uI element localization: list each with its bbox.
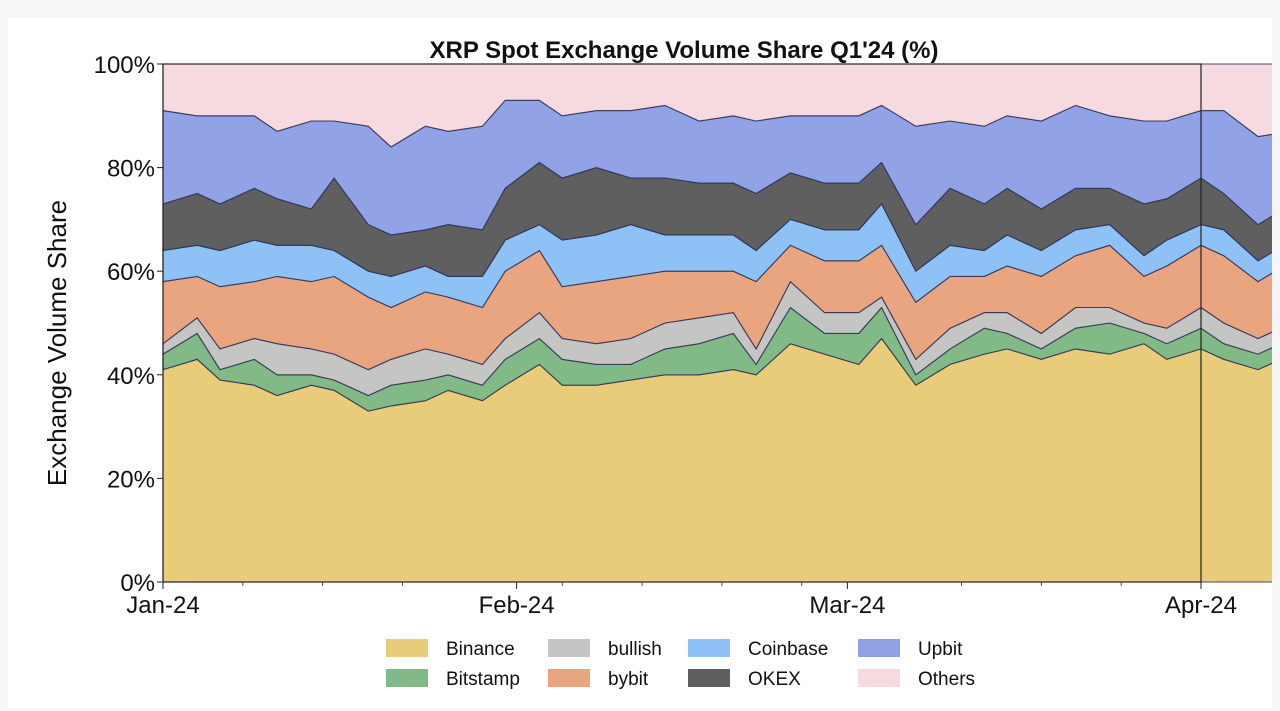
x-axis: Jan-24 Feb-24 Mar-24 Apr-24 <box>126 582 1237 619</box>
legend-label-others: Others <box>918 669 975 690</box>
y-tick-label: 20% <box>107 466 155 493</box>
legend: Binance Bitstamp bullish bybit Coinbase OKEX U… <box>386 639 975 690</box>
y-axis-label: Exchange Volume Share <box>42 200 72 486</box>
legend-swatch-binance <box>386 639 428 657</box>
x-tick-label: Feb-24 <box>479 592 555 619</box>
legend-swatch-coinbase <box>688 639 730 657</box>
x-tick-label: Mar-24 <box>809 592 885 619</box>
chart-card: XRP Spot Exchange Volume Share Q1'24 (%)… <box>8 18 1272 708</box>
chart-title: XRP Spot Exchange Volume Share Q1'24 (%) <box>430 37 939 64</box>
plot-frame <box>162 63 1202 583</box>
y-tick-label: 60% <box>107 259 155 286</box>
legend-swatch-others <box>858 669 900 687</box>
legend-swatch-bullish <box>548 639 590 657</box>
legend-label-bybit: bybit <box>608 669 649 690</box>
legend-swatch-okex <box>688 669 730 687</box>
legend-swatch-upbit <box>858 639 900 657</box>
area-chart: XRP Spot Exchange Volume Share Q1'24 (%)… <box>42 37 1272 690</box>
legend-label-okex: OKEX <box>748 669 801 690</box>
x-tick-label: Apr-24 <box>1165 592 1237 619</box>
y-tick-label: 80% <box>107 156 155 183</box>
legend-swatch-bybit <box>548 669 590 687</box>
legend-label-bullish: bullish <box>608 639 662 660</box>
y-tick-label: 100% <box>94 52 155 79</box>
legend-swatch-bitstamp <box>386 669 428 687</box>
area-series-group <box>162 63 1272 583</box>
legend-label-coinbase: Coinbase <box>748 639 828 660</box>
legend-label-upbit: Upbit <box>918 639 963 660</box>
legend-label-binance: Binance <box>446 639 515 660</box>
y-tick-label: 40% <box>107 363 155 390</box>
legend-label-bitstamp: Bitstamp <box>446 669 520 690</box>
y-tick-label: 0% <box>120 570 155 597</box>
x-tick-label: Jan-24 <box>126 592 199 619</box>
y-axis: 0% 20% 40% 60% 80% 100% <box>94 52 163 597</box>
